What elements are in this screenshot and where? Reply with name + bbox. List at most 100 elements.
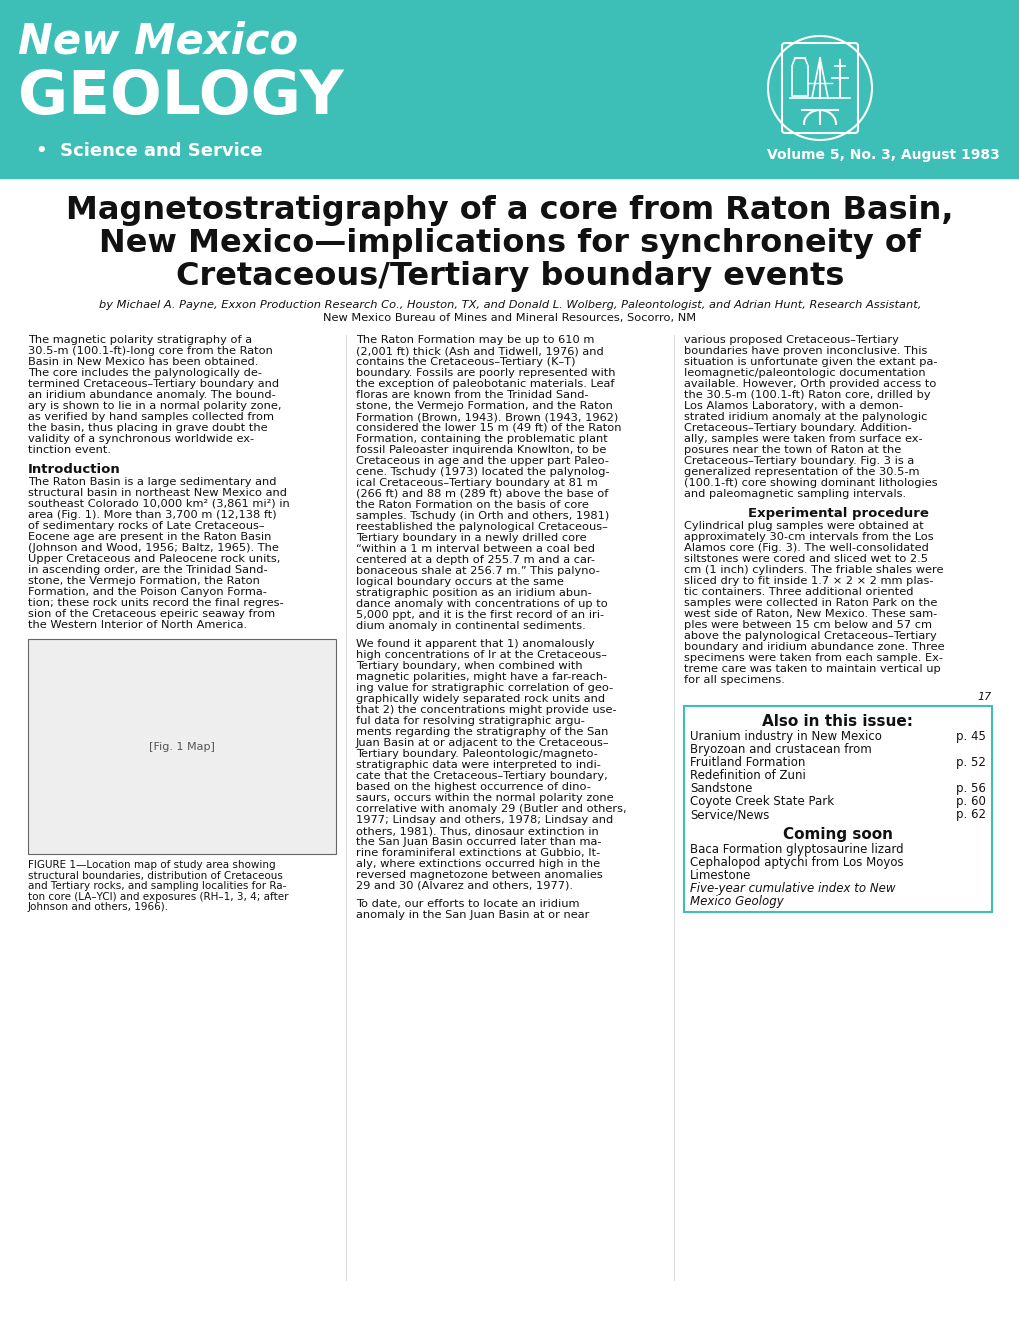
- Text: boundary and iridium abundance zone. Three: boundary and iridium abundance zone. Thr…: [684, 642, 944, 652]
- Text: FIGURE 1—Location map of study area showing: FIGURE 1—Location map of study area show…: [28, 861, 275, 870]
- Text: cate that the Cretaceous–Tertiary boundary,: cate that the Cretaceous–Tertiary bounda…: [356, 771, 607, 781]
- Text: Also in this issue:: Also in this issue:: [762, 714, 913, 728]
- Text: Service/News: Service/News: [689, 808, 768, 821]
- Text: graphically widely separated rock units and: graphically widely separated rock units …: [356, 694, 604, 705]
- Text: Uranium industry in New Mexico: Uranium industry in New Mexico: [689, 730, 881, 743]
- Text: ical Cretaceous–Tertiary boundary at 81 m: ical Cretaceous–Tertiary boundary at 81 …: [356, 479, 597, 488]
- Text: termined Cretaceous–Tertiary boundary and: termined Cretaceous–Tertiary boundary an…: [28, 379, 279, 389]
- Text: Formation, containing the problematic plant: Formation, containing the problematic pl…: [356, 434, 607, 444]
- Text: To date, our efforts to locate an iridium: To date, our efforts to locate an iridiu…: [356, 899, 579, 910]
- Text: Introduction: Introduction: [28, 463, 120, 476]
- Text: Coming soon: Coming soon: [783, 828, 892, 842]
- Text: p. 60: p. 60: [955, 795, 985, 808]
- Text: Cylindrical plug samples were obtained at: Cylindrical plug samples were obtained a…: [684, 521, 923, 531]
- Text: tinction event.: tinction event.: [28, 446, 111, 455]
- Text: leomagnetic/paleontologic documentation: leomagnetic/paleontologic documentation: [684, 368, 924, 378]
- Text: stone, the Vermejo Formation, the Raton: stone, the Vermejo Formation, the Raton: [28, 576, 260, 586]
- Text: We found it apparent that 1) anomalously: We found it apparent that 1) anomalously: [356, 639, 594, 649]
- Text: generalized representation of the 30.5-m: generalized representation of the 30.5-m: [684, 467, 918, 477]
- Text: west side of Raton, New Mexico. These sam-: west side of Raton, New Mexico. These sa…: [684, 609, 936, 619]
- Text: siltstones were cored and sliced wet to 2.5: siltstones were cored and sliced wet to …: [684, 554, 927, 564]
- Text: ful data for resolving stratigraphic argu-: ful data for resolving stratigraphic arg…: [356, 717, 584, 726]
- Text: ton core (LA–YCI) and exposures (RH–1, 3, 4; after: ton core (LA–YCI) and exposures (RH–1, 3…: [28, 891, 288, 902]
- Text: p. 45: p. 45: [955, 730, 985, 743]
- Text: tic containers. Three additional oriented: tic containers. Three additional oriente…: [684, 587, 913, 598]
- Text: situation is unfortunate given the extant pa-: situation is unfortunate given the extan…: [684, 357, 936, 368]
- Text: [Fig. 1 Map]: [Fig. 1 Map]: [149, 742, 215, 751]
- Text: New Mexico Bureau of Mines and Mineral Resources, Socorro, NM: New Mexico Bureau of Mines and Mineral R…: [323, 313, 696, 323]
- Text: for all specimens.: for all specimens.: [684, 676, 784, 685]
- Text: 1977; Lindsay and others, 1978; Lindsay and: 1977; Lindsay and others, 1978; Lindsay …: [356, 814, 612, 825]
- Text: anomaly in the San Juan Basin at or near: anomaly in the San Juan Basin at or near: [356, 910, 589, 920]
- Text: saurs, occurs within the normal polarity zone: saurs, occurs within the normal polarity…: [356, 793, 613, 802]
- Text: boundaries have proven inconclusive. This: boundaries have proven inconclusive. Thi…: [684, 346, 926, 356]
- Text: the 30.5-m (100.1-ft) Raton core, drilled by: the 30.5-m (100.1-ft) Raton core, drille…: [684, 390, 929, 401]
- Text: cm (1 inch) cylinders. The friable shales were: cm (1 inch) cylinders. The friable shale…: [684, 564, 943, 575]
- Text: Juan Basin at or adjacent to the Cretaceous–: Juan Basin at or adjacent to the Cretace…: [356, 738, 609, 748]
- Text: area (Fig. 1). More than 3,700 m (12,138 ft): area (Fig. 1). More than 3,700 m (12,138…: [28, 510, 276, 520]
- Text: 29 and 30 (Alvarez and others, 1977).: 29 and 30 (Alvarez and others, 1977).: [356, 880, 573, 891]
- Text: Cephalopod aptychi from Los Moyos: Cephalopod aptychi from Los Moyos: [689, 857, 903, 869]
- Text: aly, where extinctions occurred high in the: aly, where extinctions occurred high in …: [356, 859, 599, 869]
- Text: floras are known from the Trinidad Sand-: floras are known from the Trinidad Sand-: [356, 390, 588, 401]
- Text: high concentrations of Ir at the Cretaceous–: high concentrations of Ir at the Cretace…: [356, 650, 606, 660]
- Text: Formation (Brown, 1943). Brown (1943, 1962): Formation (Brown, 1943). Brown (1943, 19…: [356, 412, 618, 422]
- Text: Sandstone: Sandstone: [689, 783, 752, 795]
- Text: Baca Formation glyptosaurine lizard: Baca Formation glyptosaurine lizard: [689, 843, 903, 857]
- Text: as verified by hand samples collected from: as verified by hand samples collected fr…: [28, 412, 274, 422]
- Text: above the palynological Cretaceous–Tertiary: above the palynological Cretaceous–Terti…: [684, 631, 935, 641]
- Text: Coyote Creek State Park: Coyote Creek State Park: [689, 795, 834, 808]
- Text: in ascending order, are the Trinidad Sand-: in ascending order, are the Trinidad San…: [28, 564, 267, 575]
- Text: (2,001 ft) thick (Ash and Tidwell, 1976) and: (2,001 ft) thick (Ash and Tidwell, 1976)…: [356, 346, 603, 356]
- Text: strated iridium anomaly at the palynologic: strated iridium anomaly at the palynolog…: [684, 412, 926, 422]
- Text: Magnetostratigraphy of a core from Raton Basin,: Magnetostratigraphy of a core from Raton…: [66, 196, 953, 226]
- Text: Tertiary boundary. Paleontologic/magneto-: Tertiary boundary. Paleontologic/magneto…: [356, 750, 597, 759]
- Text: Redefinition of Zuni: Redefinition of Zuni: [689, 769, 805, 783]
- Text: cene. Tschudy (1973) located the palynolog-: cene. Tschudy (1973) located the palynol…: [356, 467, 609, 477]
- Text: Cretaceous–Tertiary boundary. Addition-: Cretaceous–Tertiary boundary. Addition-: [684, 423, 911, 434]
- Text: available. However, Orth provided access to: available. However, Orth provided access…: [684, 379, 935, 389]
- Text: ples were between 15 cm below and 57 cm: ples were between 15 cm below and 57 cm: [684, 620, 931, 631]
- Text: p. 56: p. 56: [955, 783, 985, 795]
- Text: that 2) the concentrations might provide use-: that 2) the concentrations might provide…: [356, 705, 616, 715]
- Text: (Johnson and Wood, 1956; Baltz, 1965). The: (Johnson and Wood, 1956; Baltz, 1965). T…: [28, 543, 278, 553]
- Text: Limestone: Limestone: [689, 869, 751, 882]
- Text: The Raton Basin is a large sedimentary and: The Raton Basin is a large sedimentary a…: [28, 477, 276, 486]
- Text: reestablished the palynological Cretaceous–: reestablished the palynological Cretaceo…: [356, 522, 607, 531]
- Text: Basin in New Mexico has been obtained.: Basin in New Mexico has been obtained.: [28, 357, 258, 368]
- Text: centered at a depth of 255.7 m and a car-: centered at a depth of 255.7 m and a car…: [356, 555, 594, 564]
- Text: New Mexico: New Mexico: [18, 20, 298, 62]
- Text: New Mexico—implications for synchroneity of: New Mexico—implications for synchroneity…: [99, 227, 920, 259]
- Text: samples. Tschudy (in Orth and others, 1981): samples. Tschudy (in Orth and others, 19…: [356, 512, 608, 521]
- Text: Formation, and the Poison Canyon Forma-: Formation, and the Poison Canyon Forma-: [28, 587, 267, 598]
- Text: Alamos core (Fig. 3). The well-consolidated: Alamos core (Fig. 3). The well-consolida…: [684, 543, 928, 553]
- Text: validity of a synchronous worldwide ex-: validity of a synchronous worldwide ex-: [28, 434, 254, 444]
- Text: treme care was taken to maintain vertical up: treme care was taken to maintain vertica…: [684, 664, 940, 674]
- Text: fossil Paleoaster inquirenda Knowlton, to be: fossil Paleoaster inquirenda Knowlton, t…: [356, 446, 605, 455]
- Text: samples were collected in Raton Park on the: samples were collected in Raton Park on …: [684, 598, 936, 608]
- Text: sion of the Cretaceous epeiric seaway from: sion of the Cretaceous epeiric seaway fr…: [28, 609, 275, 619]
- Text: southeast Colorado 10,000 km² (3,861 mi²) in: southeast Colorado 10,000 km² (3,861 mi²…: [28, 498, 289, 509]
- Text: Upper Cretaceous and Paleocene rock units,: Upper Cretaceous and Paleocene rock unit…: [28, 554, 280, 564]
- Text: dium anomaly in continental sediments.: dium anomaly in continental sediments.: [356, 621, 585, 631]
- Text: others, 1981). Thus, dinosaur extinction in: others, 1981). Thus, dinosaur extinction…: [356, 826, 598, 836]
- Text: approximately 30-cm intervals from the Los: approximately 30-cm intervals from the L…: [684, 531, 932, 542]
- Text: specimens were taken from each sample. Ex-: specimens were taken from each sample. E…: [684, 653, 943, 664]
- Text: Bryozoan and crustacean from: Bryozoan and crustacean from: [689, 743, 871, 756]
- Text: the exception of paleobotanic materials. Leaf: the exception of paleobotanic materials.…: [356, 379, 613, 389]
- Text: Tertiary boundary in a newly drilled core: Tertiary boundary in a newly drilled cor…: [356, 533, 586, 543]
- Text: The core includes the palynologically de-: The core includes the palynologically de…: [28, 368, 262, 378]
- Text: boundary. Fossils are poorly represented with: boundary. Fossils are poorly represented…: [356, 368, 614, 378]
- Text: by Michael A. Payne, Exxon Production Research Co., Houston, TX, and Donald L. W: by Michael A. Payne, Exxon Production Re…: [99, 300, 920, 309]
- Text: (266 ft) and 88 m (289 ft) above the base of: (266 ft) and 88 m (289 ft) above the bas…: [356, 489, 607, 498]
- Text: rine foraminiferal extinctions at Gubbio, It-: rine foraminiferal extinctions at Gubbio…: [356, 847, 599, 858]
- Bar: [0, 0, 1019, 178]
- Text: of sedimentary rocks of Late Cretaceous–: of sedimentary rocks of Late Cretaceous–: [28, 521, 264, 531]
- Text: structural basin in northeast New Mexico and: structural basin in northeast New Mexico…: [28, 488, 286, 498]
- Text: tion; these rock units record the final regres-: tion; these rock units record the final …: [28, 598, 283, 608]
- Text: “within a 1 m interval between a coal bed: “within a 1 m interval between a coal be…: [356, 543, 594, 554]
- Text: logical boundary occurs at the same: logical boundary occurs at the same: [356, 576, 564, 587]
- Text: p. 52: p. 52: [955, 756, 985, 769]
- Text: Cretaceous–Tertiary boundary. Fig. 3 is a: Cretaceous–Tertiary boundary. Fig. 3 is …: [684, 456, 913, 465]
- Text: based on the highest occurrence of dino-: based on the highest occurrence of dino-: [356, 783, 590, 792]
